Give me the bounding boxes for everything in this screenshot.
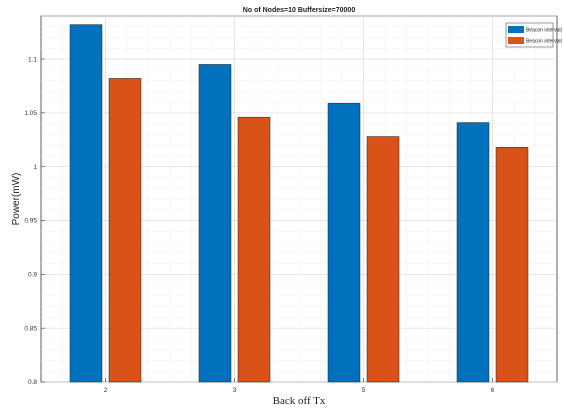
bar-1-3 bbox=[198, 64, 232, 383]
y-axis-ticks: 0.8 0.85 0.9 0.95 1 1.05 1.1 bbox=[24, 56, 45, 386]
x-axis-label: Back off Tx bbox=[273, 395, 326, 407]
x-tick-label: 6 bbox=[491, 387, 495, 394]
y-axis-label: Power(mW) bbox=[11, 173, 22, 226]
legend: Beacon interval( Beacon interval( bbox=[505, 22, 562, 48]
bar-2-5 bbox=[366, 136, 400, 383]
x-tick-label: 5 bbox=[362, 387, 366, 394]
x-tick-label: 3 bbox=[233, 387, 237, 394]
bar-2-3 bbox=[237, 116, 271, 383]
legend-label-series-1: Beacon interval( bbox=[526, 28, 562, 34]
chart-title: No of Nodes=10 Buffersize=70000 bbox=[243, 7, 356, 14]
bar-1-6 bbox=[456, 122, 490, 383]
bars bbox=[69, 24, 529, 383]
x-axis-ticks: 2 3 5 6 bbox=[104, 378, 495, 394]
y-tick-label: 1.1 bbox=[28, 56, 37, 63]
y-tick-label: 0.8 bbox=[28, 379, 37, 386]
y-tick-label: 1.05 bbox=[24, 110, 37, 117]
bar-2-6 bbox=[495, 147, 529, 383]
y-tick-label: 0.9 bbox=[28, 272, 37, 279]
legend-label-series-2: Beacon interval( bbox=[526, 39, 562, 45]
y-tick-label: 0.95 bbox=[24, 218, 37, 225]
x-tick-label: 2 bbox=[104, 387, 108, 394]
legend-swatch-series-1 bbox=[508, 26, 524, 33]
bar-1-5 bbox=[327, 102, 361, 383]
bar-1-2 bbox=[69, 24, 103, 383]
legend-swatch-series-2 bbox=[508, 37, 524, 44]
y-tick-label: 0.85 bbox=[24, 325, 37, 332]
bar-2-2 bbox=[108, 78, 142, 383]
y-tick-label: 1 bbox=[33, 164, 37, 171]
